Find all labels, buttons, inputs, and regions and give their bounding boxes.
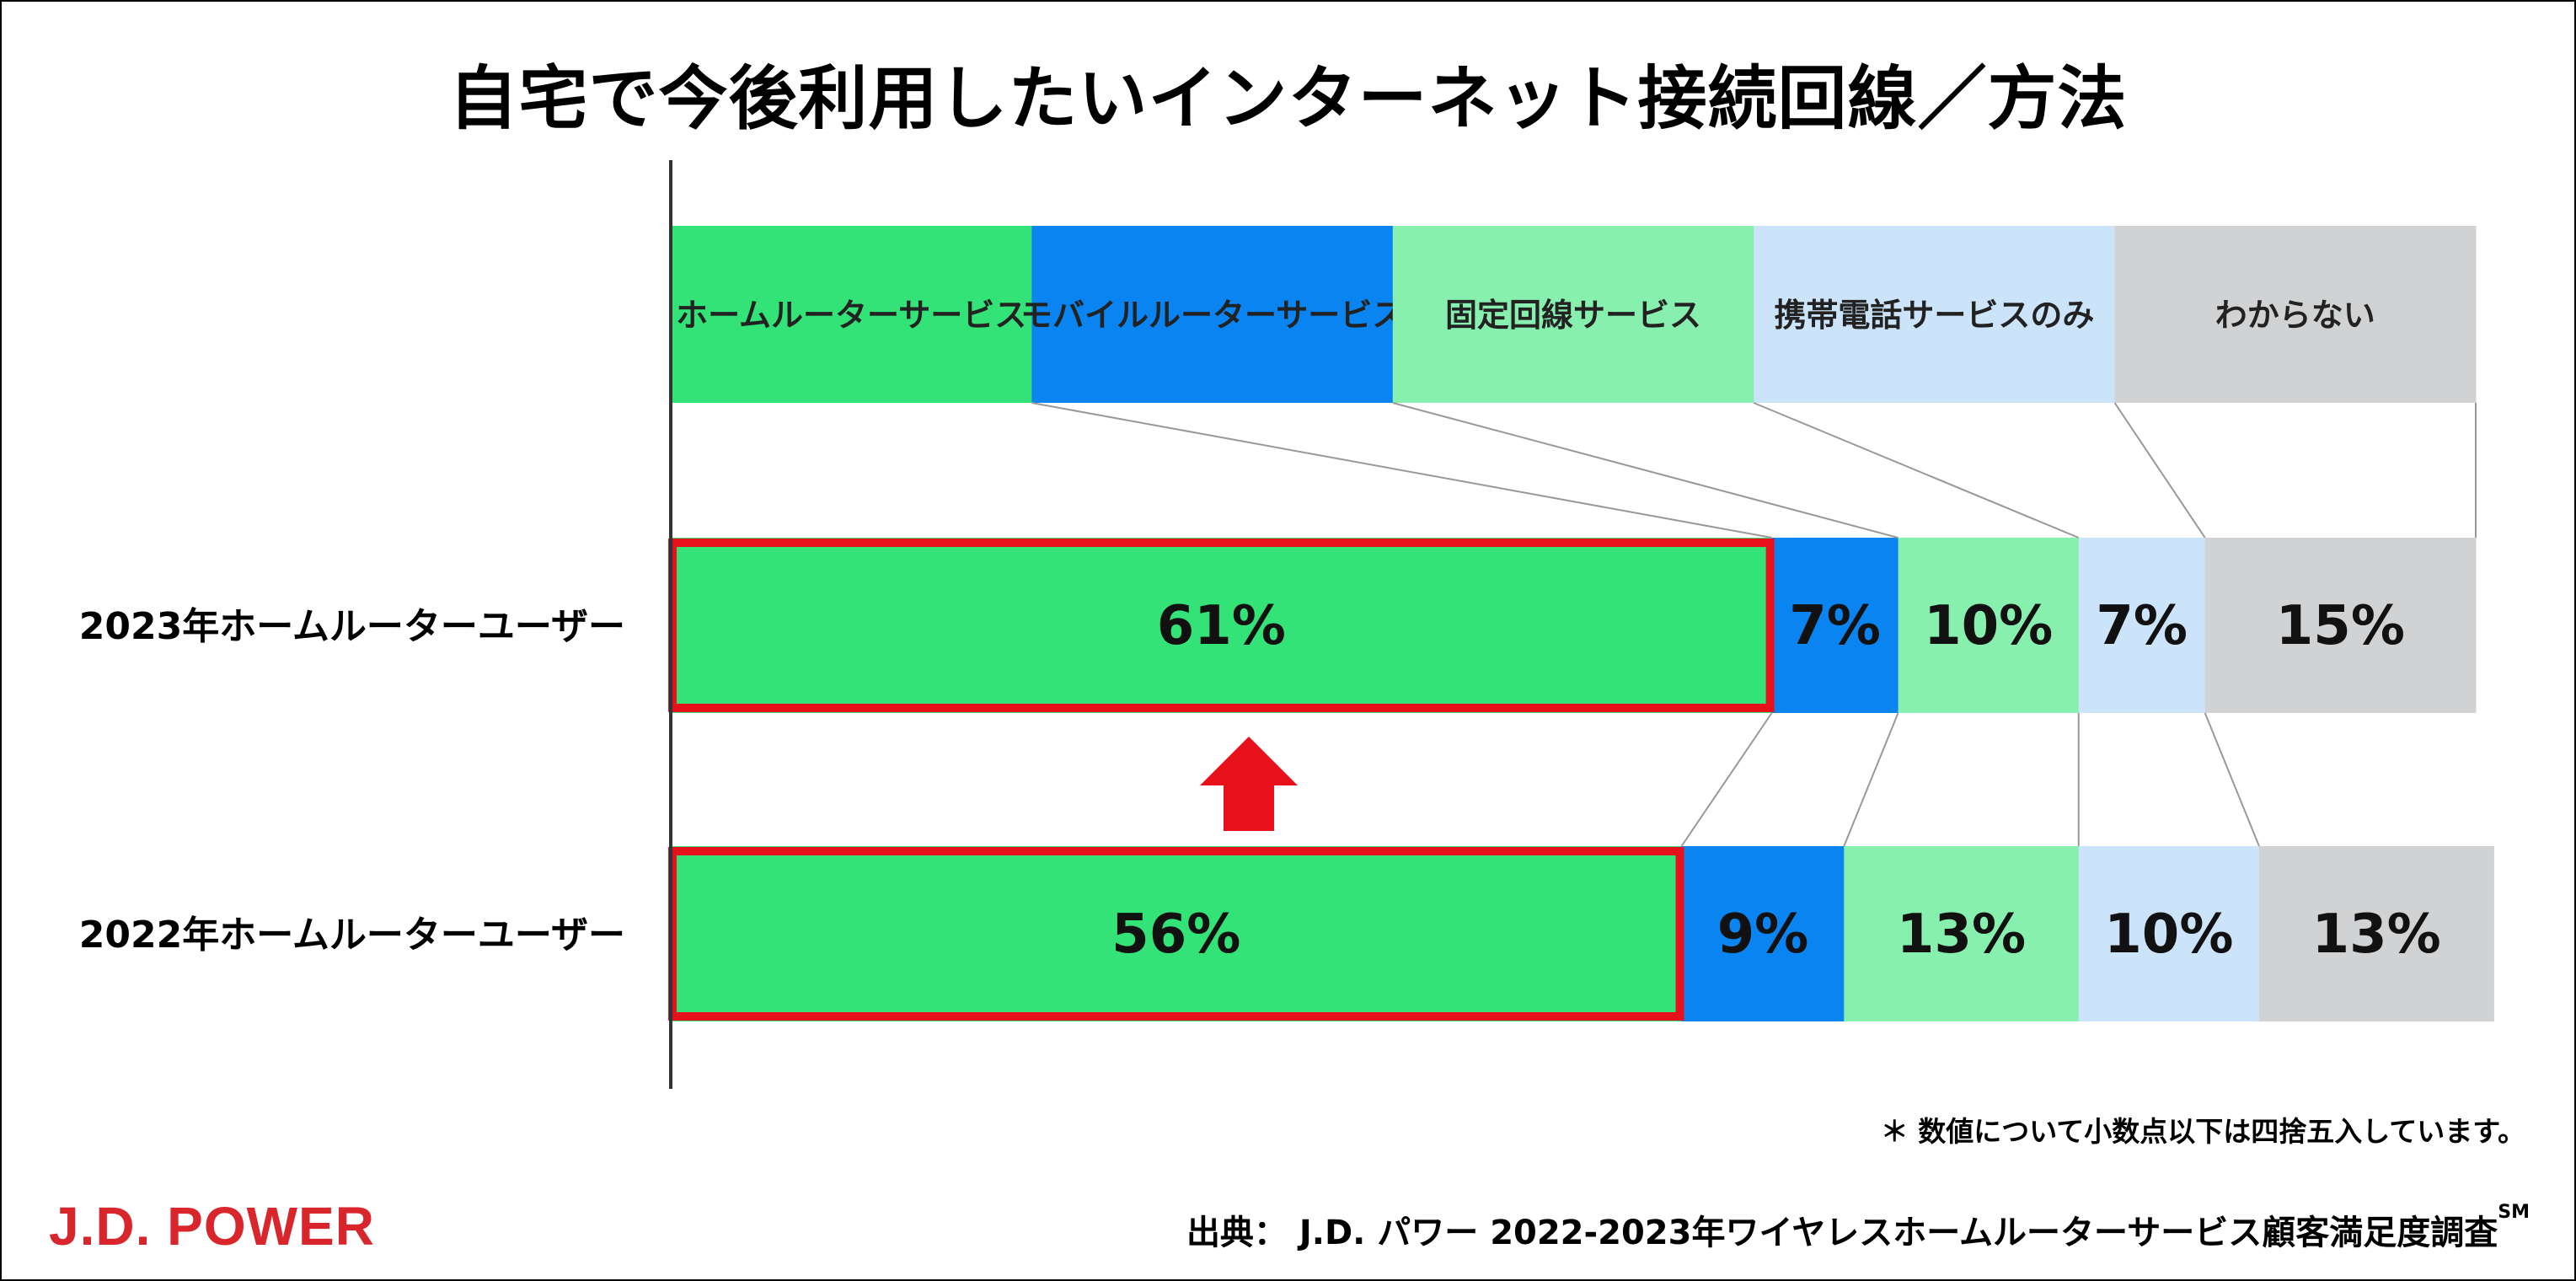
source-text: 出典： J.D. パワー 2022-2023年ワイヤレスホームルーターサービス顧…	[1186, 1214, 2498, 1252]
legend-swatch-5	[2114, 226, 2477, 403]
data-label-1-5: 15%	[2276, 595, 2405, 657]
legend-swatch-2	[1031, 226, 1394, 403]
data-label-1-2: 7%	[1789, 595, 1881, 657]
connector-bars-1	[1680, 712, 1773, 847]
bar-2-segment-1	[671, 846, 1683, 1021]
bar-1-segment-1	[671, 538, 1773, 713]
source-note: 出典： J.D. パワー 2022-2023年ワイヤレスホームルーターサービス顧…	[1186, 1202, 2530, 1254]
legend-swatch-4	[1754, 226, 2116, 403]
bar-2-segment-3	[1844, 846, 2080, 1021]
legend-label-4: 携帯電話サービスのみ	[1774, 297, 2094, 334]
legend-label-3: 固定回線サービス	[1445, 297, 1701, 334]
bar-2-segment-4	[2078, 846, 2260, 1021]
data-label-1-4: 7%	[2096, 595, 2188, 657]
data-label-1-3: 10%	[1924, 595, 2053, 657]
data-label-2-5: 13%	[2312, 903, 2441, 966]
legend-label-5: わからない	[2215, 297, 2375, 334]
bar-1-segment-4	[2078, 538, 2206, 713]
data-label-1-1: 61%	[1157, 595, 1286, 657]
bar-2-segment-5	[2258, 846, 2494, 1021]
legend-label-1: ホームルーターサービス	[676, 297, 1026, 334]
bar-1-segment-5	[2204, 538, 2477, 713]
bar-1-segment-2	[1771, 538, 1899, 713]
data-label-2-2: 9%	[1717, 903, 1809, 966]
connector-bars-4	[2204, 712, 2260, 847]
data-label-2-3: 13%	[1897, 903, 2026, 966]
bar-1-segment-3	[1898, 538, 2080, 713]
category-label-1: 2023年ホームルーターユーザー	[79, 605, 625, 648]
service-mark: SM	[2498, 1202, 2530, 1223]
footnote: ＊ 数値について小数点以下は四捨五入しています。	[1880, 1115, 2525, 1148]
legend-swatch-3	[1392, 226, 1754, 403]
data-label-2-1: 56%	[1111, 903, 1240, 966]
up-arrow-icon	[1200, 737, 1298, 831]
jd-power-logo: J.D. POWER	[49, 1196, 375, 1257]
data-label-2-4: 10%	[2104, 903, 2233, 966]
connector-legend-3	[1753, 402, 2080, 539]
connector-legend-1	[1031, 402, 1772, 539]
legend-label-2: モバイルルーターサービス	[1020, 297, 1404, 334]
connector-legend-2	[1392, 402, 1899, 539]
connector-bars-2	[1843, 712, 1899, 847]
chart-title: 自宅で今後利用したいインターネット接続回線／方法	[448, 59, 2128, 139]
category-label-2: 2022年ホームルーターユーザー	[79, 914, 625, 957]
connector-legend-4	[2113, 402, 2206, 539]
legend-swatch-1	[671, 226, 1032, 403]
bar-2-segment-2	[1681, 846, 1845, 1021]
